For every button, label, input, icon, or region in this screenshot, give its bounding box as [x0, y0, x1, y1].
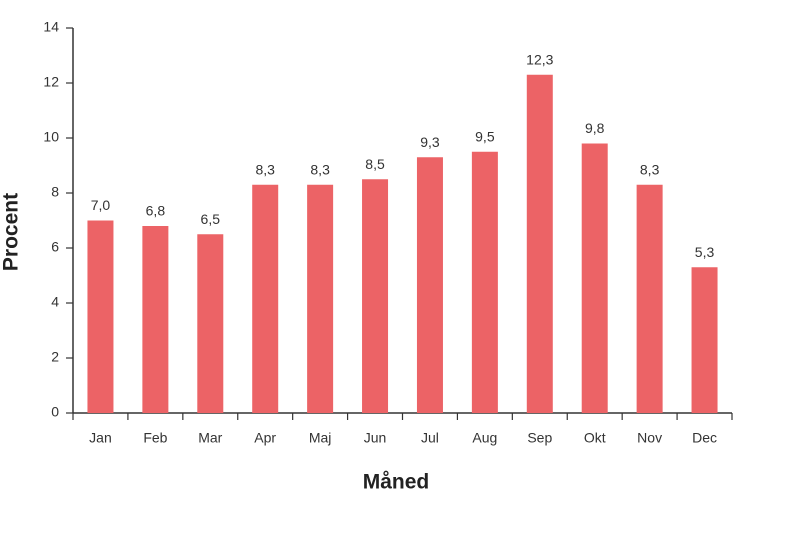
bar: [416, 157, 443, 413]
bar: [252, 184, 279, 413]
bar: [471, 151, 498, 413]
value-label: 6,8: [146, 203, 166, 219]
x-tick-label: Dec: [692, 430, 717, 446]
x-tick-label: Mar: [198, 430, 222, 446]
x-tick-label: Jun: [364, 430, 387, 446]
bar: [307, 184, 334, 413]
value-label: 5,3: [695, 244, 715, 260]
x-tick-label: Feb: [143, 430, 167, 446]
value-label: 12,3: [526, 51, 553, 67]
x-tick-label: Aug: [472, 430, 497, 446]
bar: [362, 179, 389, 413]
y-tick-label: 2: [51, 349, 59, 365]
y-tick-label: 12: [43, 74, 59, 90]
bar: [197, 234, 224, 413]
value-label: 9,3: [420, 134, 440, 150]
bar: [636, 184, 663, 413]
x-axis-title: Måned: [363, 471, 430, 494]
value-label: 6,5: [201, 211, 221, 227]
x-tick-label: Maj: [309, 430, 332, 446]
bar: [691, 267, 718, 413]
y-tick-label: 6: [51, 239, 59, 255]
y-tick-label: 4: [51, 294, 59, 310]
y-tick-label: 10: [43, 129, 59, 145]
x-tick-label: Jul: [421, 430, 439, 446]
x-tick-label: Nov: [637, 430, 662, 446]
bar: [526, 74, 553, 413]
x-tick-label: Okt: [584, 430, 606, 446]
y-tick-label: 8: [51, 184, 59, 200]
value-label: 9,5: [475, 128, 495, 144]
y-tick-label: 0: [51, 404, 59, 420]
x-tick-label: Jan: [89, 430, 112, 446]
y-tick-label: 14: [43, 19, 59, 35]
y-axis-title: Procent: [0, 193, 23, 271]
value-label: 8,3: [255, 161, 275, 177]
x-tick-label: Apr: [254, 430, 276, 446]
value-label: 8,3: [310, 161, 330, 177]
bar: [87, 220, 114, 413]
bar: [581, 143, 608, 413]
value-label: 7,0: [91, 197, 111, 213]
value-label: 8,5: [365, 156, 385, 172]
bar: [142, 226, 169, 413]
value-label: 8,3: [640, 161, 660, 177]
value-label: 9,8: [585, 120, 605, 136]
x-tick-label: Sep: [527, 430, 552, 446]
